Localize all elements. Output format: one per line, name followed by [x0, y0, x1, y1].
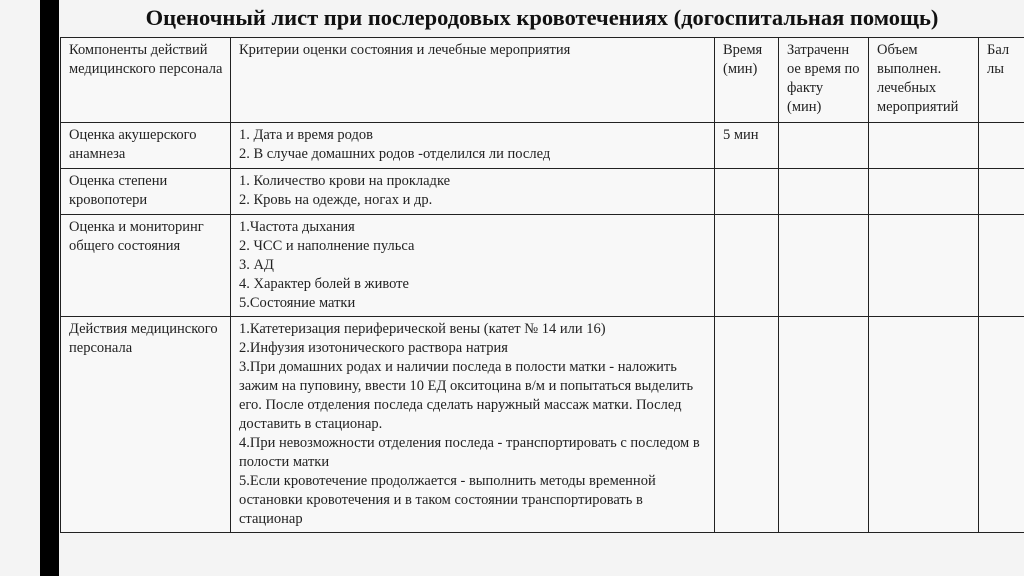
table-row: Оценка и мониторинг общего состояния 1.Ч… [60, 214, 1024, 317]
volume-cell[interactable] [868, 168, 979, 215]
criteria-cell: 1.Частота дыхания 2. ЧСС и наполнение пу… [230, 214, 715, 317]
criteria-item: 2.Инфузия изотонического раствора натрия [239, 340, 508, 356]
actual-time-cell[interactable] [778, 122, 869, 169]
volume-cell[interactable] [868, 214, 979, 317]
page-title: Оценочный лист при послеродовых кровотеч… [145, 5, 939, 30]
component-cell: Оценка и мониторинг общего состояния [60, 214, 231, 317]
criteria-item: 1. Дата и время родов [239, 127, 373, 143]
criteria-cell: 1. Дата и время родов 2. В случае домашн… [230, 122, 715, 169]
assessment-table: Компоненты действий медицинского персона… [60, 37, 1024, 533]
score-cell[interactable] [978, 316, 1024, 533]
criteria-item: 2. ЧСС и наполнение пульса [239, 238, 415, 254]
criteria-item: 5.Если кровотечение продолжается - выпол… [239, 473, 656, 527]
criteria-item: 5.Состояние матки [239, 295, 356, 311]
table-row: Оценка акушерского анамнеза 1. Дата и вр… [60, 122, 1024, 169]
score-cell[interactable] [978, 168, 1024, 215]
actual-time-cell[interactable] [778, 214, 869, 317]
actual-time-cell[interactable] [778, 316, 869, 533]
time-cell [714, 316, 779, 533]
time-cell [714, 214, 779, 317]
header-cell: Компоненты действий медицинского персона… [60, 37, 231, 123]
component-cell: Оценка степени кровопотери [60, 168, 231, 215]
time-cell: 5 мин [714, 122, 779, 169]
criteria-item: 4. Характер болей в животе [239, 276, 409, 292]
header-cell: Объем выполнен. лечебных мероприятий [868, 37, 979, 123]
score-cell[interactable] [978, 214, 1024, 317]
table-header-row: Компоненты действий медицинского персона… [60, 37, 1024, 123]
actual-time-cell[interactable] [778, 168, 869, 215]
criteria-item: 3. АД [239, 257, 274, 273]
volume-cell[interactable] [868, 122, 979, 169]
criteria-item: 3.При домашних родах и наличии последа в… [239, 359, 694, 432]
criteria-item: 4.При невозможности отделения последа - … [239, 435, 700, 470]
time-cell [714, 168, 779, 215]
table-row: Оценка степени кровопотери 1. Количество… [60, 168, 1024, 215]
criteria-item: 1.Частота дыхания [239, 219, 355, 235]
volume-cell[interactable] [868, 316, 979, 533]
criteria-item: 1. Количество крови на прокладке [239, 173, 451, 189]
left-accent-bar [40, 0, 59, 576]
component-cell: Оценка акушерского анамнеза [60, 122, 231, 169]
score-cell[interactable] [978, 122, 1024, 169]
component-cell: Действия медицинского персонала [60, 316, 231, 533]
criteria-item: 2. В случае домашних родов -отделился ли… [239, 146, 551, 162]
criteria-cell: 1.Катетеризация периферической вены (кат… [230, 316, 715, 533]
criteria-item: 1.Катетеризация периферической вены (кат… [239, 321, 606, 337]
table-row: Действия медицинского персонала 1.Катете… [60, 316, 1024, 533]
criteria-item: 2. Кровь на одежде, ногах и др. [239, 192, 433, 208]
header-cell: Критерии оценки состояния и лечебные мер… [230, 37, 715, 123]
header-cell: Бал лы [978, 37, 1024, 123]
header-cell: Время (мин) [714, 37, 779, 123]
criteria-cell: 1. Количество крови на прокладке 2. Кров… [230, 168, 715, 215]
header-cell: Затраченн ое время по факту (мин) [778, 37, 869, 123]
